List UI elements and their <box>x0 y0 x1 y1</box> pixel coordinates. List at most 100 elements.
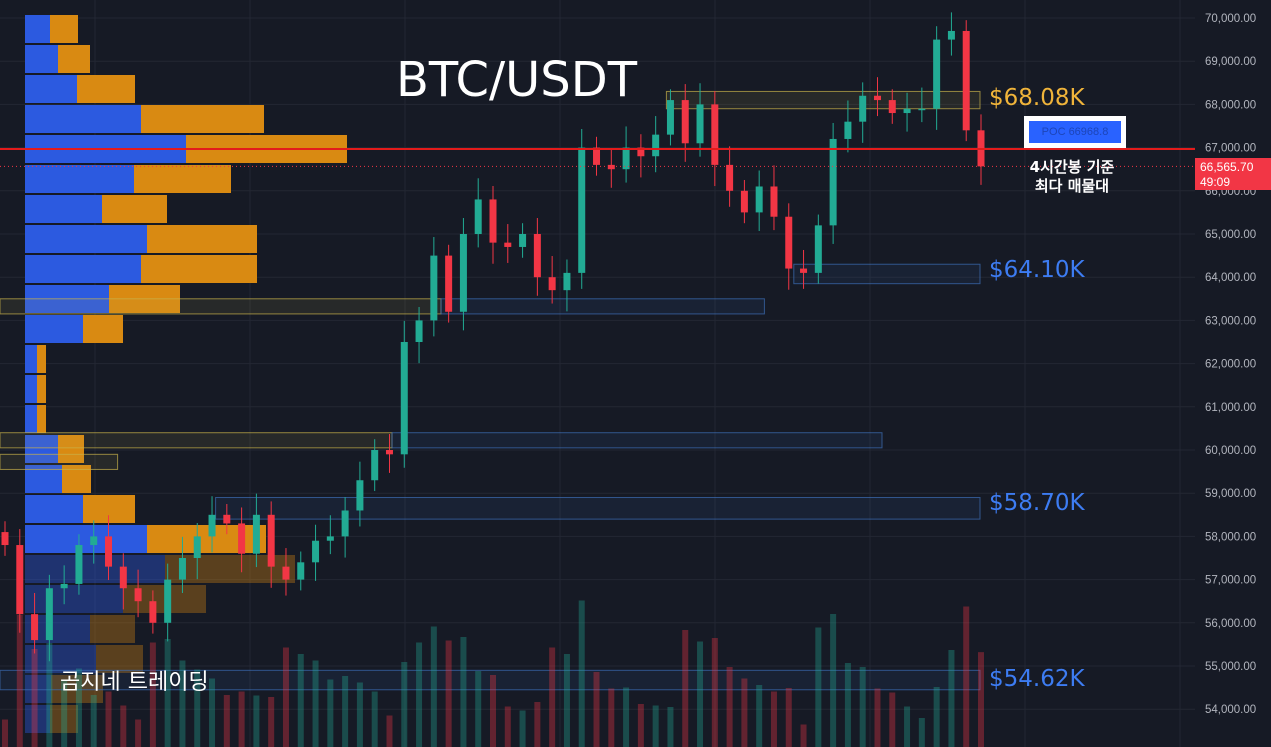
volume-bar <box>933 687 940 747</box>
volume-bar <box>149 642 156 747</box>
y-tick-label: 63,000.00 <box>1205 315 1256 327</box>
volume-bar <box>637 704 644 747</box>
candle-body <box>1 532 9 546</box>
candle-body <box>918 108 926 111</box>
volume-bar <box>844 663 851 747</box>
candles <box>1 12 985 747</box>
candle-body <box>193 536 201 558</box>
volume-bar <box>135 719 142 747</box>
volume-bar <box>16 615 23 747</box>
volume-bar <box>830 614 837 747</box>
candle-body <box>238 523 246 554</box>
candle-body <box>726 164 734 191</box>
volume-bar <box>475 671 482 747</box>
volume-bar <box>563 654 570 747</box>
y-tick-label: 69,000.00 <box>1205 56 1256 68</box>
volume-bar <box>223 695 230 747</box>
y-tick-label: 61,000.00 <box>1205 402 1256 414</box>
profile-sell-bar <box>58 435 84 463</box>
volume-bar <box>2 719 8 747</box>
y-tick-label: 68,000.00 <box>1205 99 1256 111</box>
volume-bar <box>120 705 127 747</box>
volume-bar <box>697 641 704 747</box>
profile-sell-bar <box>83 315 123 343</box>
candle-body <box>666 100 674 135</box>
y-tick-label: 57,000.00 <box>1205 575 1256 587</box>
candle-body <box>356 480 364 511</box>
y-tick-label: 59,000.00 <box>1205 488 1256 500</box>
annotation-note: 4시간봉 기준 최다 매물대 <box>1010 158 1134 196</box>
level-label-68k: $68.08K <box>989 84 1085 111</box>
candle-body <box>164 579 172 623</box>
volume-bar <box>416 642 423 747</box>
candle-body <box>385 450 393 455</box>
candle-body <box>445 255 453 312</box>
y-tick-label: 70,000.00 <box>1205 13 1256 25</box>
profile-buy-bar <box>25 375 37 403</box>
volume-bar <box>682 630 689 747</box>
volume-bar <box>61 679 68 747</box>
volume-bar <box>711 638 718 747</box>
candle-body <box>223 514 231 524</box>
profile-buy-bar <box>25 75 77 103</box>
level-label-58k: $58.70K <box>989 490 1085 517</box>
volume-bar <box>164 639 171 747</box>
price-zone-support <box>793 263 981 285</box>
volume-bar <box>238 691 245 747</box>
volume-bar <box>356 682 363 747</box>
volume-bar <box>31 649 38 747</box>
volume-bar <box>770 691 777 747</box>
candle-body <box>474 199 482 234</box>
volume-bar <box>978 652 984 747</box>
volume-bar <box>948 650 955 747</box>
price-lines <box>0 147 1195 167</box>
volume-bar <box>519 710 526 747</box>
y-tick-label: 58,000.00 <box>1205 531 1256 543</box>
candle-body <box>829 138 837 226</box>
volume-bar <box>593 672 600 747</box>
candle-body <box>149 601 157 623</box>
volume-bar <box>194 669 201 747</box>
profile-buy-bar <box>25 105 141 133</box>
candle-body <box>962 30 970 131</box>
volume-bar <box>904 706 911 747</box>
price-axis[interactable]: 70,000.0069,000.0068,000.0067,000.0066,0… <box>1205 13 1256 716</box>
volume-bar <box>963 606 970 747</box>
volume-bar <box>46 643 53 747</box>
price-zone-resistance <box>665 90 981 110</box>
volume-bar <box>327 679 334 747</box>
candle-body <box>622 147 630 170</box>
candle-body <box>903 108 911 114</box>
candle-body <box>607 164 615 170</box>
level-label-64k: $64.10K <box>989 256 1085 283</box>
candle-body <box>178 558 186 580</box>
volume-bar <box>268 697 275 747</box>
price-zone-resistance <box>0 453 119 470</box>
candle-body <box>489 199 497 243</box>
candle-body <box>252 514 260 554</box>
profile-buy-bar <box>25 675 51 703</box>
candle-body <box>459 234 467 312</box>
profile-sell-bar <box>51 675 103 703</box>
candle-body <box>947 30 955 40</box>
volume-bar <box>652 705 659 747</box>
volume-bar <box>371 691 378 747</box>
profile-buy-bar <box>25 255 141 283</box>
volume-bar <box>386 715 393 747</box>
candle-body <box>60 583 68 589</box>
y-tick-label: 62,000.00 <box>1205 359 1256 371</box>
volume-bar <box>756 685 763 747</box>
profile-sell-bar <box>37 405 46 433</box>
volume-bar <box>490 675 496 747</box>
profile-sell-bar <box>58 45 90 73</box>
volume-bar <box>608 688 615 747</box>
volume-bar <box>282 647 289 747</box>
profile-sell-bar <box>134 165 231 193</box>
volume-bar <box>253 695 260 747</box>
candle-body <box>637 147 645 157</box>
candle-body <box>593 147 601 165</box>
profile-sell-bar <box>50 15 78 43</box>
volume-bar <box>889 692 896 747</box>
